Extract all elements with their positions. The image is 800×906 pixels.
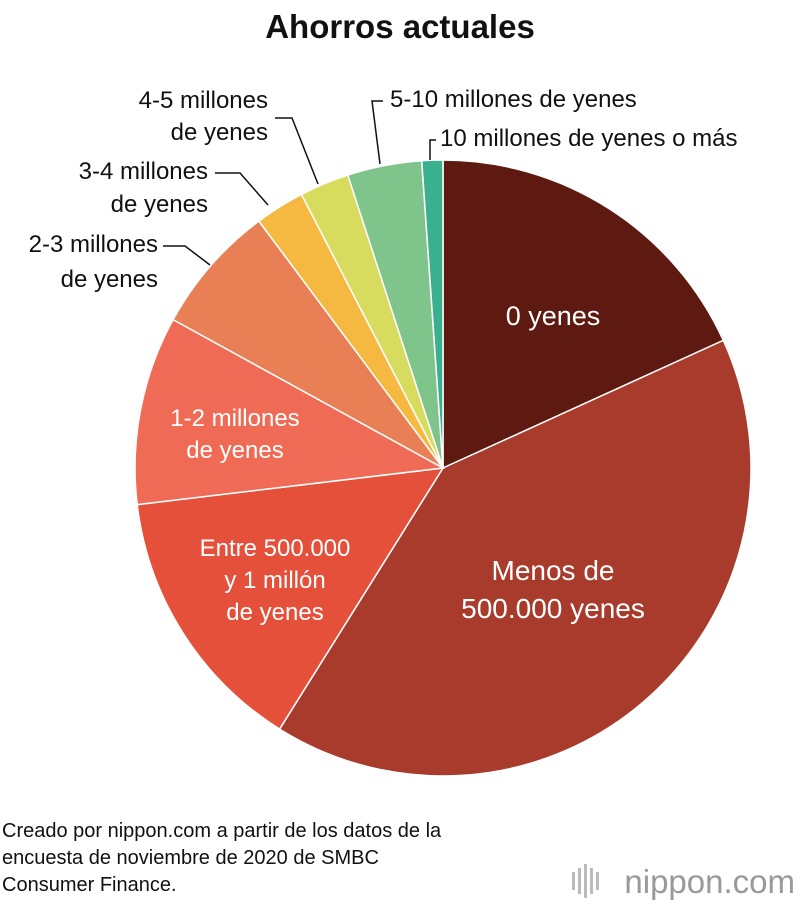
leader-line — [163, 245, 211, 266]
logo-bars — [572, 864, 599, 898]
logo: nippon.com — [624, 863, 795, 900]
source-note: encuesta de noviembre de 2020 de SMBC — [2, 847, 379, 869]
leader-line — [215, 172, 269, 206]
pie-slice — [172, 220, 444, 469]
slice-label: 2-3 millones de yenes — [29, 231, 158, 293]
slice-label: 3-4 millones de yenes — [79, 158, 208, 218]
pie-slice — [442, 159, 725, 470]
pie-slice — [136, 467, 445, 731]
source-note: Creado por nippon.com a partir de los da… — [2, 820, 442, 842]
slice-label: Menos de 500.000 yenes — [461, 555, 645, 624]
slice-label: Entre 500.000 y 1 millón de yenes — [200, 535, 351, 626]
leader-line — [371, 100, 383, 165]
pie-slice — [420, 159, 444, 469]
slice-label: 4-5 millones de yenes — [139, 87, 268, 146]
leader-line — [275, 117, 319, 185]
leader-line — [429, 139, 436, 160]
slice-label: 0 yenes — [506, 301, 601, 331]
pie-slice — [134, 318, 446, 506]
slice-label: 10 millones de yenes o más — [440, 125, 738, 152]
pie-slice — [278, 339, 752, 777]
slice-label: 1-2 millones de yenes — [170, 405, 299, 464]
source-note: Consumer Finance. — [2, 874, 177, 896]
chart-title: Ahorros actuales — [265, 8, 535, 45]
slice-label: 5-10 millones de yenes — [390, 86, 637, 113]
